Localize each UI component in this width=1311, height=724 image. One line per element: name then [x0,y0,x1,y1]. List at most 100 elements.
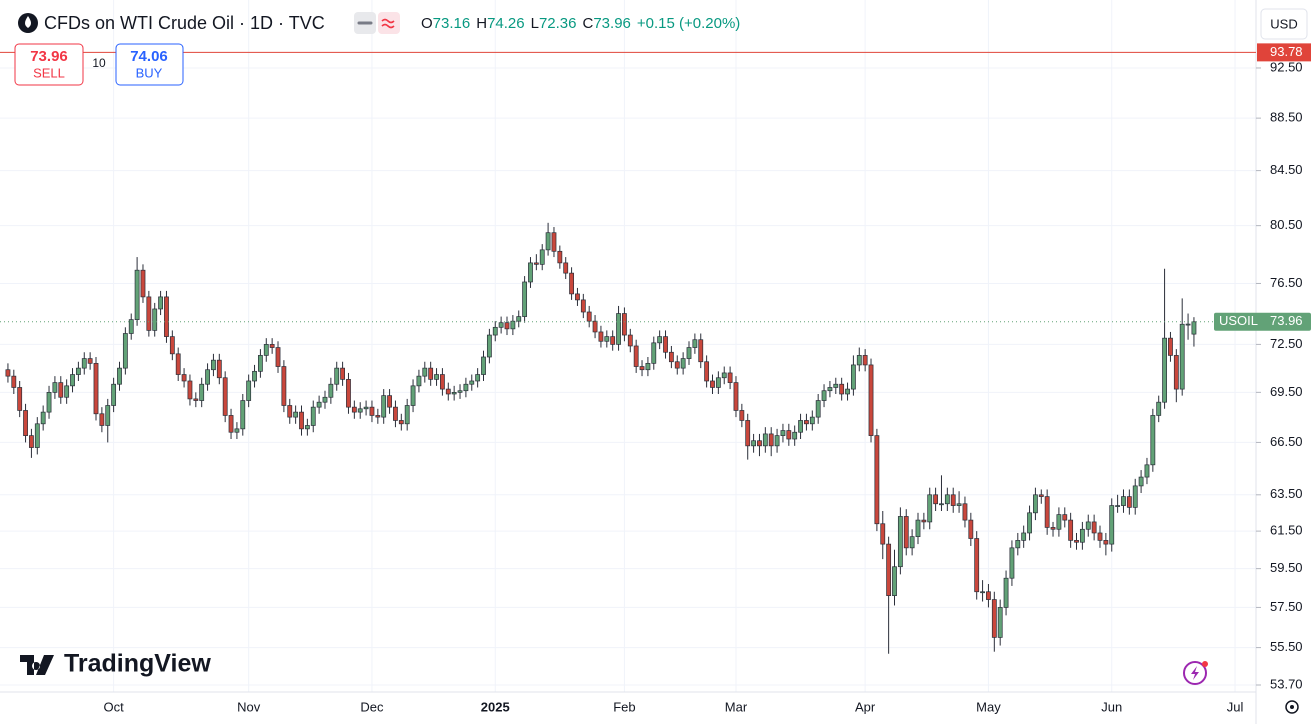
candle-body [845,388,850,395]
candle-body [798,420,803,433]
candle-body [346,379,351,408]
candle-body [927,494,933,523]
candle-body [1162,337,1167,403]
candle-body [903,516,909,549]
candle-body [1050,527,1056,530]
axes: 92.50 88.50 84.50 80.50 76.50 72.50 69.50 66.50… [0,43,1311,714]
candle-body [375,415,381,418]
y-tick-label: 88.50 [1270,110,1303,125]
candle-body [827,387,833,392]
candle-body [1150,415,1156,466]
candle-body [651,342,657,364]
candle-body [428,367,434,380]
legend-key: C [583,15,594,32]
candle-body [1121,496,1126,506]
candle-body [440,374,445,390]
candle-body [486,334,492,358]
candle-body [199,383,205,401]
compare-button[interactable] [378,12,400,34]
x-tick-label: Nov [237,699,261,714]
candle-body [17,387,23,411]
candle-body [892,566,897,596]
candle-body [387,395,392,408]
legend-key: L [531,15,539,32]
quantity: 10 [92,56,106,70]
candle-body [786,430,792,440]
y-tick-label: 76.50 [1270,275,1303,290]
x-tick-label: Dec [360,699,384,714]
candle-body [616,313,621,345]
news-bolt [1191,666,1199,680]
candle-body [434,374,439,380]
candle-body [205,369,210,385]
candle-body [304,425,310,430]
y-tick-label: 57.50 [1270,599,1303,614]
currency: USD [1270,16,1297,31]
candles [5,222,1197,654]
candle-body [668,351,674,363]
y-tick-label: 69.50 [1270,384,1303,399]
candle-body [187,380,193,400]
candle-body [64,385,70,398]
candle-body [698,339,704,363]
candle-body [117,367,122,385]
brand: TradingView [64,650,211,678]
candle-body [804,420,809,425]
candle-body [257,355,263,372]
y-tick-label: 84.50 [1270,162,1303,177]
candle-body [175,353,181,375]
candle-body [939,503,944,506]
news-icon[interactable] [1183,661,1207,685]
candle-body [1091,521,1097,534]
candle-body [1103,540,1109,545]
candle-body [986,591,991,600]
candle-body [974,538,980,593]
candle-body [1027,512,1032,534]
candle-body [510,320,516,330]
candle-body [128,319,134,334]
candle-body [1168,337,1173,356]
price-line-label: 93.78 [1270,44,1303,59]
candle-body [299,411,304,430]
candle-body [692,339,698,348]
candle-body [1173,355,1179,390]
candle-body [1126,496,1132,508]
candle-body [122,333,128,369]
candle-body [774,435,780,447]
sell-button[interactable] [14,43,84,86]
y-tick-label: 92.50 [1270,59,1303,74]
candle-body [739,410,745,421]
x-tick-label: May [976,699,1001,714]
candle-body [222,377,228,416]
candle-body [715,377,721,388]
candle-body [575,293,580,301]
candle-body [886,543,892,596]
candle-body [322,396,328,403]
candle-body [152,308,158,331]
candle-body [228,415,234,433]
candle-body [216,359,222,379]
candle-body [1109,505,1115,545]
candle-body [1062,514,1068,521]
candle-body [657,336,663,344]
candle-body [23,410,28,436]
y-tick-label: 61.50 [1270,523,1303,538]
x-tick-label: 2025 [481,699,510,714]
candle-body [1009,547,1015,579]
candle-body [475,374,481,382]
candle-body [111,383,117,406]
settings-icon[interactable] [1285,700,1299,714]
candle-body [1138,476,1144,487]
candle-body [545,232,551,251]
buy-button[interactable] [115,43,184,86]
legend-key: H [476,15,487,32]
candle-body [1044,496,1050,528]
buy-label: BUY [136,65,163,80]
sell-price: 73.96 [30,48,68,65]
currency-button[interactable] [1260,8,1308,40]
candle-body [639,366,645,371]
candle-body [246,380,252,401]
x-tick-label: Jul [1227,699,1244,714]
candle-body [70,374,75,387]
candle-body [1097,532,1103,541]
